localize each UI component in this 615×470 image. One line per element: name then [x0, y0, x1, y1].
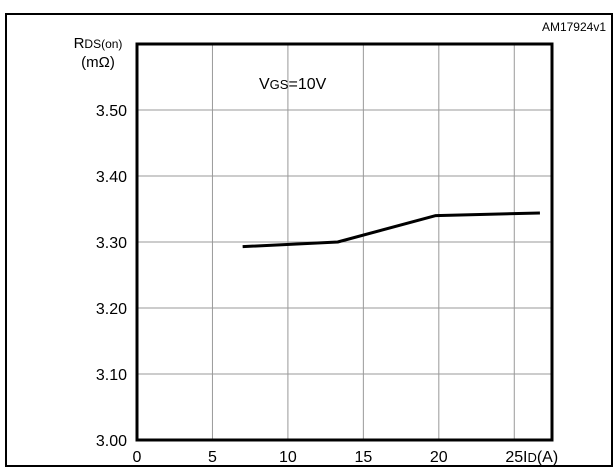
- y-axis-label: RDS(on): [74, 35, 123, 52]
- x-tick-label: 15: [354, 449, 372, 466]
- figure-border: [5, 13, 613, 467]
- vgs-annotation-sub: GS: [270, 77, 289, 92]
- x-tick-labels: 0 5 10 15 20 25: [133, 449, 524, 466]
- x-tick-label: 20: [430, 449, 448, 466]
- x-axis-label-unit: (A): [537, 449, 558, 466]
- truncated-heading-fragment: [0, 0, 70, 12]
- y-tick-label: 3.10: [96, 367, 127, 384]
- plot-frame: [135, 42, 554, 442]
- x-tick-label: 5: [208, 449, 217, 466]
- y-axis-label-main: R: [74, 35, 85, 52]
- x-axis-label: ID(A): [523, 449, 558, 466]
- y-tick-label: 3.30: [96, 235, 127, 252]
- x-axis-label-sub: D: [527, 450, 536, 465]
- x-tick-label: 10: [279, 449, 297, 466]
- grid-lines: [137, 44, 552, 440]
- y-tick-label: 3.00: [96, 433, 127, 450]
- y-axis-label-sub: DS(on): [84, 37, 122, 51]
- series-line-rdson: [242, 211, 540, 249]
- x-axis-label-main: I: [523, 449, 527, 466]
- y-tick-label: 3.20: [96, 301, 127, 318]
- x-tick-label: 25: [505, 449, 523, 466]
- y-tick-label: 3.50: [96, 103, 127, 120]
- y-axis-unit: (mΩ): [81, 54, 115, 71]
- vgs-annotation-rest: =10V: [288, 76, 326, 93]
- vgs-annotation: VGS=10V: [259, 76, 327, 93]
- y-tick-label: 3.40: [96, 169, 127, 186]
- figure-id: AM17924v1: [542, 20, 606, 34]
- x-tick-label: 0: [133, 449, 142, 466]
- vgs-annotation-main: V: [259, 76, 270, 93]
- y-tick-labels: 3.00 3.10 3.20 3.30 3.40 3.50: [96, 103, 127, 450]
